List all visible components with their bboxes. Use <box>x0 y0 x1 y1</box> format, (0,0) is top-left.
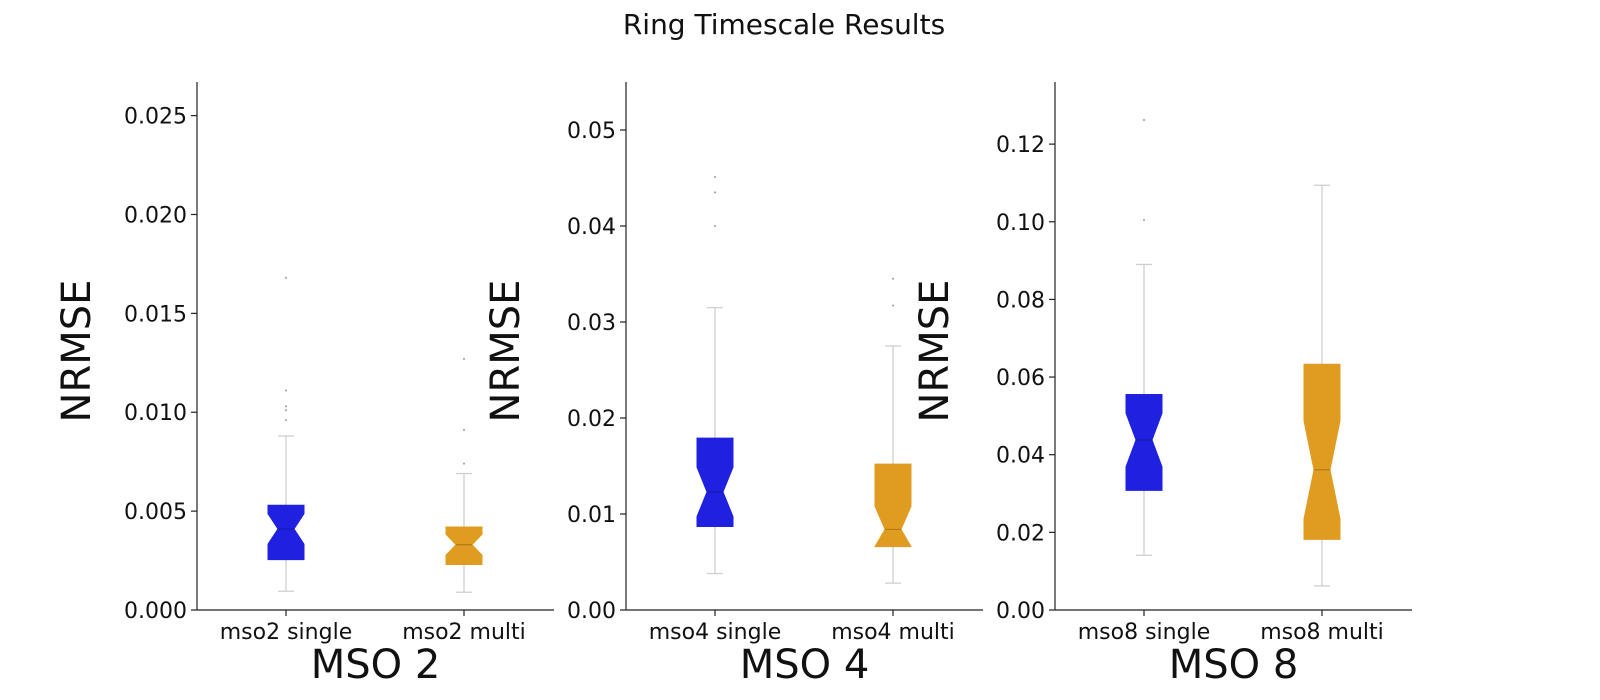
outlier-point <box>1143 119 1145 122</box>
x-axis-title: MSO 2 <box>311 642 441 688</box>
y-tick-label: 0.10 <box>996 211 1045 236</box>
box <box>874 463 912 548</box>
y-tick-label: 0.06 <box>996 366 1045 391</box>
x-axis-title: MSO 8 <box>1169 642 1299 688</box>
box <box>267 504 305 561</box>
x-tick-label: mso8 single <box>1078 620 1210 645</box>
panel-3: 0.00 0.02 0.04 0.06 0.08 0.10 0.12 NRMSE MSO 8ms… <box>912 82 1412 688</box>
y-tick-label: 0.00 <box>996 599 1045 624</box>
y-axis-title: NRMSE <box>54 280 100 423</box>
y-tick-label: 0.02 <box>996 521 1045 546</box>
outlier-point <box>285 409 287 412</box>
outlier-point <box>892 304 894 307</box>
y-tick-label: 0.04 <box>996 444 1045 469</box>
figure-title: Ring Timescale Results <box>622 8 946 41</box>
y-tick-label: 0.020 <box>124 203 187 228</box>
y-tick-label: 0.08 <box>996 288 1045 313</box>
x-axis-title: MSO 4 <box>740 642 870 688</box>
box <box>1125 394 1163 491</box>
x-tick-label: mso4 multi <box>831 620 955 645</box>
y-tick-label: 0.000 <box>124 599 187 624</box>
y-tick-label: 0.03 <box>567 311 616 336</box>
box <box>696 437 734 527</box>
outlier-point <box>1143 218 1145 221</box>
box <box>1303 363 1341 540</box>
y-tick-label: 0.010 <box>124 401 187 426</box>
outlier-point <box>714 225 716 227</box>
y-tick-label: 0.04 <box>567 215 616 240</box>
y-axis-title: NRMSE <box>483 280 529 423</box>
y-tick-label: 0.025 <box>124 105 187 130</box>
y-tick-label: 0.05 <box>567 119 616 144</box>
outlier-point <box>463 429 465 432</box>
y-tick-label: 0.015 <box>124 302 187 327</box>
outlier-point <box>714 176 716 179</box>
y-tick-label: 0.005 <box>124 500 187 525</box>
box <box>445 526 483 566</box>
y-axis-title: NRMSE <box>912 280 958 423</box>
x-tick-label: mso2 single <box>220 620 352 645</box>
y-tick-label: 0.02 <box>567 407 616 432</box>
x-tick-label: mso4 single <box>649 620 781 645</box>
outlier-point <box>463 357 465 360</box>
x-tick-label: mso8 multi <box>1260 620 1384 645</box>
outlier-point <box>714 191 716 194</box>
y-tick-label: 0.00 <box>567 599 616 624</box>
y-tick-label: 0.01 <box>567 503 616 528</box>
outlier-point <box>892 277 894 280</box>
y-tick-label: 0.12 <box>996 133 1045 158</box>
outlier-point <box>463 462 465 465</box>
x-tick-label: mso2 multi <box>402 620 526 645</box>
panel-1: 0.000 0.005 0.010 0.015 0.020 0.025 NRMSE MSO 2… <box>54 82 554 688</box>
outlier-point <box>285 405 287 408</box>
outlier-point <box>285 389 287 392</box>
outlier-point <box>285 419 287 422</box>
outlier-point <box>285 276 287 279</box>
